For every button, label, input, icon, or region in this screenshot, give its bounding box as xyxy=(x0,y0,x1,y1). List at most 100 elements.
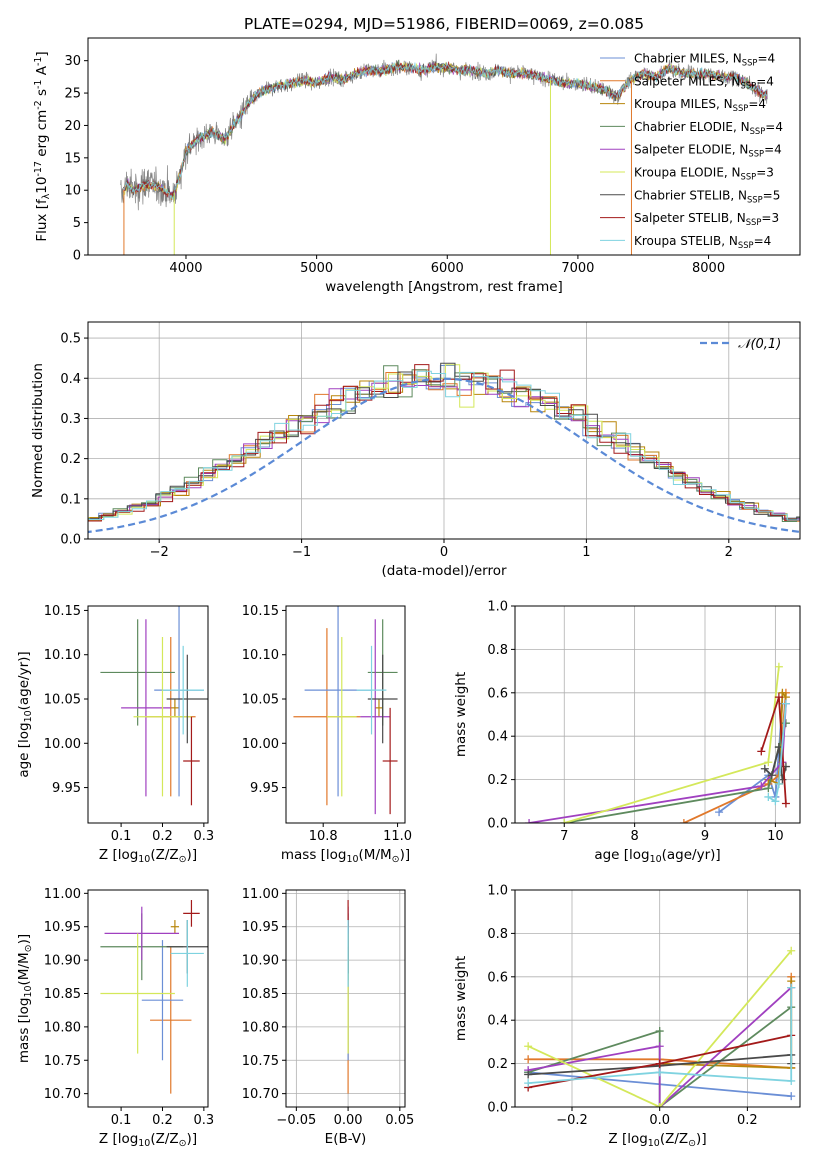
label-part: Normed distribution xyxy=(30,363,46,498)
y-tick-label: 0.1 xyxy=(60,492,81,507)
y-axis-label: mass [log10(M/M⊙)] xyxy=(16,934,34,1063)
weight-point-marker xyxy=(771,797,780,806)
x-tick-label: 11.0 xyxy=(383,829,412,844)
y-tick-label: 10.95 xyxy=(242,920,279,935)
label-part: SSP xyxy=(733,103,749,113)
y-tick-label: 0.4 xyxy=(487,730,508,745)
y-tick-label: 0.6 xyxy=(487,686,508,701)
x-tick-label: 0.1 xyxy=(111,829,132,844)
panel-residuals: −2 −1 0 1 2 0.0 0.1 0.2 0.3 0.4 0.5 (data-model)/er… xyxy=(30,321,801,579)
weight-point-marker xyxy=(655,1027,664,1036)
figure-title: PLATE=0294, MJD=51986, FIBERID=0069, z=0… xyxy=(244,15,644,33)
axes-frame xyxy=(87,605,209,824)
legend-label: Kroupa MILES, NSSP=4 xyxy=(634,97,766,113)
weight-point-marker xyxy=(774,662,783,671)
error-point xyxy=(166,654,208,744)
x-tick-label: 7 xyxy=(560,829,568,844)
label-part: mass [log xyxy=(16,997,32,1063)
y-tick-label: 10.80 xyxy=(44,1020,81,1035)
legend-label: Kroupa STELIB, NSSP=4 xyxy=(634,234,771,250)
axes-frame xyxy=(87,889,209,1108)
y-tick-label: 0.3 xyxy=(60,412,81,427)
x-axis-label: E(B-V) xyxy=(325,1131,367,1147)
normal-reference-curve xyxy=(88,377,800,534)
label-part: )] xyxy=(187,847,198,863)
y-tick-label: 10.00 xyxy=(242,737,279,752)
error-point xyxy=(121,619,171,797)
weight-series-line xyxy=(528,987,793,1084)
label-part: =4 xyxy=(765,120,783,134)
y-tick-label: 15 xyxy=(64,151,81,166)
weight-point-marker xyxy=(655,1059,664,1068)
error-point xyxy=(170,920,180,934)
y-tick-label: 0 xyxy=(73,249,81,264)
x-tick-label: 5000 xyxy=(300,261,333,276)
label-part: 10 xyxy=(648,1138,660,1149)
x-tick-label: 4000 xyxy=(169,261,202,276)
spectrum-model-line xyxy=(122,61,768,201)
x-axis-label: age [log10(age/yr)] xyxy=(594,847,720,865)
chart-layer: 4000 5000 6000 7000 8000051015202530waveleng… xyxy=(16,37,801,1149)
plot-area xyxy=(524,946,796,1107)
x-axis-label: Z [log10(Z/Z⊙)] xyxy=(99,1131,197,1149)
weight-series-line xyxy=(527,950,792,1107)
plot-area xyxy=(100,900,208,1094)
y-tick-label: 10.10 xyxy=(242,648,279,663)
x-tick-label: 10 xyxy=(767,829,784,844)
residual-histogram xyxy=(88,370,800,521)
weight-point-marker xyxy=(781,799,790,808)
x-tick-label: −0.05 xyxy=(276,1113,316,1128)
y-tick-label: 10.00 xyxy=(44,737,81,752)
error-point xyxy=(170,920,204,987)
y-tick-label: 0.4 xyxy=(487,1014,508,1029)
label-part: A xyxy=(34,65,50,79)
label-part: wavelength [Angstrom, rest frame] xyxy=(325,279,563,295)
weight-series-line xyxy=(659,981,793,1069)
axes-frame xyxy=(87,37,801,256)
y-tick-label: 10.05 xyxy=(44,693,81,708)
label-part: 10 xyxy=(34,177,50,194)
x-axis-label: mass [log10(M/M⊙)] xyxy=(281,847,410,865)
x-tick-label: 2 xyxy=(725,545,733,560)
y-tick-label: 0.8 xyxy=(487,643,508,658)
y-tick-label: 1.0 xyxy=(487,884,508,899)
label-part: SSP xyxy=(750,126,766,136)
label-part: 10 xyxy=(347,854,359,865)
label-part: Z [log xyxy=(99,847,138,863)
panel-spectrum: 4000 5000 6000 7000 8000 0 5 10 15 20 25 30 waveleng… xyxy=(33,37,801,295)
error-point xyxy=(104,906,180,961)
label-part: SSP xyxy=(741,172,757,182)
y-axis-label: Flux [fλ10-17 erg cm-2 s-1 A-1] xyxy=(33,51,52,241)
label-part: (Z/Z xyxy=(660,1131,688,1147)
x-tick-label: 0.0 xyxy=(649,1113,670,1128)
label-part: Chabrier ELODIE, N xyxy=(634,120,750,134)
x-tick-label: 0.2 xyxy=(737,1113,758,1128)
error-point xyxy=(382,707,398,815)
weight-point-marker xyxy=(787,1092,796,1101)
label-part: Kroupa MILES, N xyxy=(634,97,733,111)
plot-area xyxy=(120,53,768,255)
x-tick-label: 1 xyxy=(582,545,590,560)
weight-point-marker xyxy=(774,693,783,702)
y-tick-label: 10.80 xyxy=(242,1020,279,1035)
label-part: mass weight xyxy=(453,672,469,757)
weight-point-marker xyxy=(787,1076,796,1085)
y-tick-label: 0.2 xyxy=(60,452,81,467)
y-tick-label: 10.75 xyxy=(44,1054,81,1069)
label-part: =4 xyxy=(748,97,766,111)
x-tick-label: 0.1 xyxy=(111,1113,132,1128)
label-part: (Z/Z xyxy=(150,847,178,863)
x-tick-label: 0 xyxy=(440,545,448,560)
residual-histogram xyxy=(88,376,800,520)
y-tick-label: 10 xyxy=(64,184,81,199)
weight-point-marker xyxy=(781,699,790,708)
weight-point-marker xyxy=(655,1103,664,1107)
x-tick-label: 10.8 xyxy=(309,829,338,844)
x-tick-label: 0.3 xyxy=(194,829,215,844)
label-part: Salpeter STELIB, N xyxy=(634,211,746,225)
label-part: Chabrier STELIB, N xyxy=(634,188,747,202)
x-tick-label: 9 xyxy=(701,829,709,844)
y-axis-label: age [log10(age/yr)] xyxy=(16,651,34,777)
x-tick-label: −1 xyxy=(292,545,311,560)
x-tick-label: 7000 xyxy=(561,261,594,276)
